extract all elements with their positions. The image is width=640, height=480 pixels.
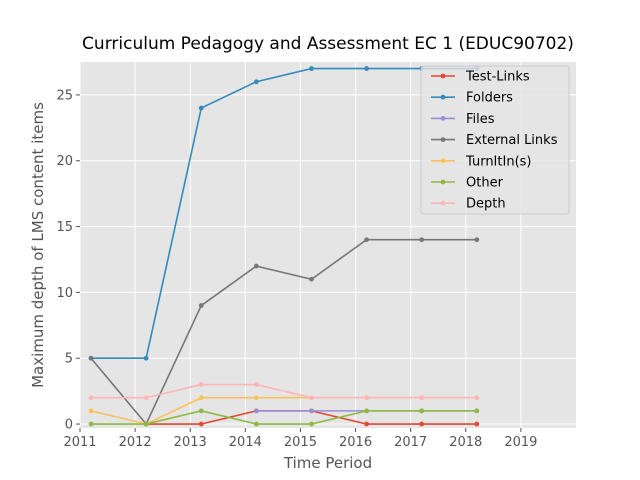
legend-marker [440, 116, 446, 121]
legend-label: External Links [466, 133, 558, 148]
legend-item: TurnItIn(s) [431, 154, 531, 169]
legend-marker [440, 158, 446, 164]
legend-label: Folders [466, 91, 513, 106]
data-point [253, 263, 259, 269]
data-point [309, 66, 314, 71]
x-tick-label: 2017 [394, 435, 427, 450]
legend-marker [440, 73, 446, 79]
series-lines [88, 66, 480, 427]
data-point [419, 237, 425, 243]
legend-label: Test-Links [465, 70, 530, 85]
data-point [253, 395, 259, 401]
data-point [198, 105, 204, 111]
legend-item: Files [431, 112, 495, 127]
x-tick-label: 2012 [119, 435, 152, 450]
data-point [143, 395, 149, 401]
x-axis-label: Time Period [283, 454, 372, 472]
series-other [88, 408, 480, 427]
x-tick-label: 2015 [284, 435, 317, 450]
data-point [198, 408, 204, 414]
y-tick-label: 25 [56, 88, 73, 103]
data-point [474, 237, 480, 243]
data-point [419, 395, 425, 401]
y-tick-label: 10 [56, 286, 73, 301]
data-point [364, 408, 369, 414]
legend-item: Other [431, 176, 504, 191]
legend-item: Folders [431, 91, 513, 106]
series-line [91, 383, 477, 399]
data-point [309, 395, 314, 401]
x-tick-label: 2019 [504, 435, 537, 450]
data-point [88, 355, 94, 361]
data-point [88, 395, 94, 401]
legend-label: Depth [466, 197, 506, 212]
data-point [198, 421, 204, 427]
data-point [143, 355, 149, 361]
data-point [474, 408, 480, 414]
x-axis-ticks: 2011 2012 2013 2014 2015 2016 2017 2018 2019 [63, 428, 537, 450]
data-point [88, 421, 94, 427]
legend-marker [440, 179, 446, 185]
data-point [309, 421, 314, 427]
y-tick-label: 0 [65, 418, 73, 433]
legend-marker [440, 94, 446, 100]
data-point [253, 382, 259, 387]
chart-title: Curriculum Pedagogy and Assessment EC 1 … [82, 34, 574, 54]
x-tick-label: 2014 [229, 435, 262, 450]
legend-item: External Links [431, 133, 558, 148]
y-tick-label: 5 [65, 352, 73, 367]
x-tick-label: 2016 [339, 435, 372, 450]
data-point [309, 276, 314, 282]
data-point [309, 408, 314, 414]
legend-label: Files [466, 112, 495, 127]
series-line [91, 67, 477, 360]
data-point [253, 421, 259, 427]
y-axis-label: Maximum depth of LMS content items [29, 102, 47, 388]
legend-marker [440, 137, 446, 143]
data-point [474, 395, 480, 401]
data-point [364, 66, 369, 71]
legend-label: Other [466, 176, 504, 191]
y-tick-label: 20 [56, 154, 73, 169]
data-point [253, 79, 259, 85]
data-point [364, 421, 369, 427]
x-tick-label: 2011 [63, 435, 96, 450]
y-axis-ticks: 0 5 10 15 20 25 [56, 88, 80, 433]
series-depth [88, 382, 480, 401]
series-line [90, 238, 477, 426]
data-point [198, 382, 204, 387]
data-point [198, 395, 204, 401]
legend-box [420, 65, 570, 215]
series-line [91, 410, 477, 425]
data-point [419, 408, 425, 414]
data-point [364, 237, 369, 243]
legend-item: Depth [431, 197, 506, 212]
x-tick-label: 2018 [449, 435, 482, 450]
data-point [419, 421, 425, 427]
legend-label: TurnItIn(s) [465, 154, 531, 169]
legend: Test-Links Folders Files External Links Turn… [420, 65, 570, 215]
data-point [253, 408, 259, 414]
data-point [364, 395, 369, 401]
data-point [474, 421, 480, 427]
legend-item: Test-Links [431, 70, 530, 85]
data-point [198, 303, 204, 308]
data-point [143, 421, 149, 427]
legend-marker [440, 200, 446, 206]
y-tick-label: 15 [56, 220, 73, 235]
x-tick-label: 2013 [174, 435, 207, 450]
data-point [88, 408, 94, 414]
